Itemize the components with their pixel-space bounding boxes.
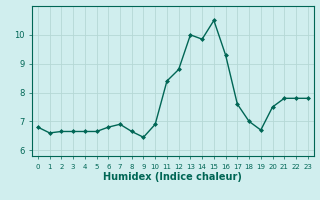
X-axis label: Humidex (Indice chaleur): Humidex (Indice chaleur) bbox=[103, 172, 242, 182]
